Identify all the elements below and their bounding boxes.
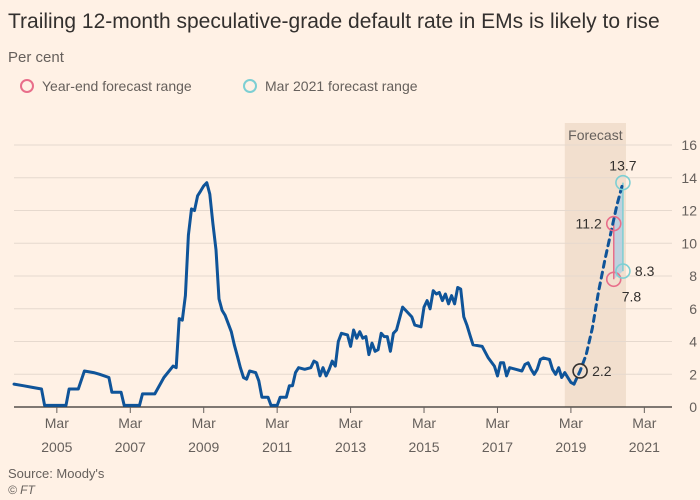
legend-item-year-end: Year-end forecast range <box>20 76 192 96</box>
circle-icon <box>20 79 34 93</box>
data-label: 8.3 <box>635 263 655 279</box>
data-label: 7.8 <box>622 288 642 304</box>
x-tick-label-month: Mar <box>339 415 363 431</box>
legend-label: Mar 2021 forecast range <box>265 78 418 94</box>
legend: Year-end forecast range Mar 2021 forecas… <box>0 76 700 100</box>
legend-label: Year-end forecast range <box>42 78 192 94</box>
x-tick-label-year: 2011 <box>262 439 292 455</box>
y-tick-label: 4 <box>689 334 697 350</box>
y-tick-label: 16 <box>681 137 697 153</box>
forecast-label: Forecast <box>568 127 623 143</box>
marker-circle <box>605 271 622 288</box>
marker-circle <box>615 263 631 279</box>
x-tick-label-year: 2013 <box>335 439 366 455</box>
x-tick-label-month: Mar <box>265 415 289 431</box>
x-tick-label-year: 2009 <box>188 439 219 455</box>
x-tick-label-month: Mar <box>45 415 69 431</box>
y-tick-label: 12 <box>681 203 697 219</box>
x-tick-label-year: 2005 <box>41 439 72 455</box>
x-tick-label-month: Mar <box>485 415 509 431</box>
marker-circle <box>605 215 622 232</box>
x-tick-label-month: Mar <box>559 415 583 431</box>
y-tick-label: 10 <box>681 235 697 251</box>
y-tick-label: 6 <box>689 301 697 317</box>
data-label: 11.2 <box>576 216 602 232</box>
marker-circle <box>572 363 588 379</box>
y-tick-label: 14 <box>681 170 697 186</box>
data-label: 2.2 <box>592 363 612 379</box>
x-tick-label-month: Mar <box>412 415 436 431</box>
default-rate-line <box>12 181 576 407</box>
chart-subtitle: Per cent <box>8 49 64 66</box>
marker-circle <box>615 174 631 191</box>
copyright-note: © FT <box>8 483 35 497</box>
y-tick-label: 8 <box>689 268 697 284</box>
x-tick-label-month: Mar <box>632 415 656 431</box>
y-tick-label: 2 <box>689 366 697 382</box>
forecast-line <box>572 181 625 386</box>
x-tick-label-year: 2021 <box>629 439 660 455</box>
y-tick-label: 0 <box>689 399 697 415</box>
source-note: Source: Moody's <box>8 466 105 481</box>
x-tick-label-year: 2007 <box>115 439 146 455</box>
circle-icon <box>243 79 257 93</box>
x-tick-label-month: Mar <box>192 415 216 431</box>
data-label: 13.7 <box>609 158 636 174</box>
x-tick-label-year: 2015 <box>408 439 439 455</box>
x-tick-label-month: Mar <box>118 415 142 431</box>
x-tick-label-year: 2017 <box>482 439 513 455</box>
forecast-range-area <box>613 182 623 280</box>
chart-title: Trailing 12-month speculative-grade defa… <box>8 10 660 33</box>
legend-item-mar-2021: Mar 2021 forecast range <box>243 76 418 96</box>
x-tick-label-year: 2019 <box>555 439 586 455</box>
